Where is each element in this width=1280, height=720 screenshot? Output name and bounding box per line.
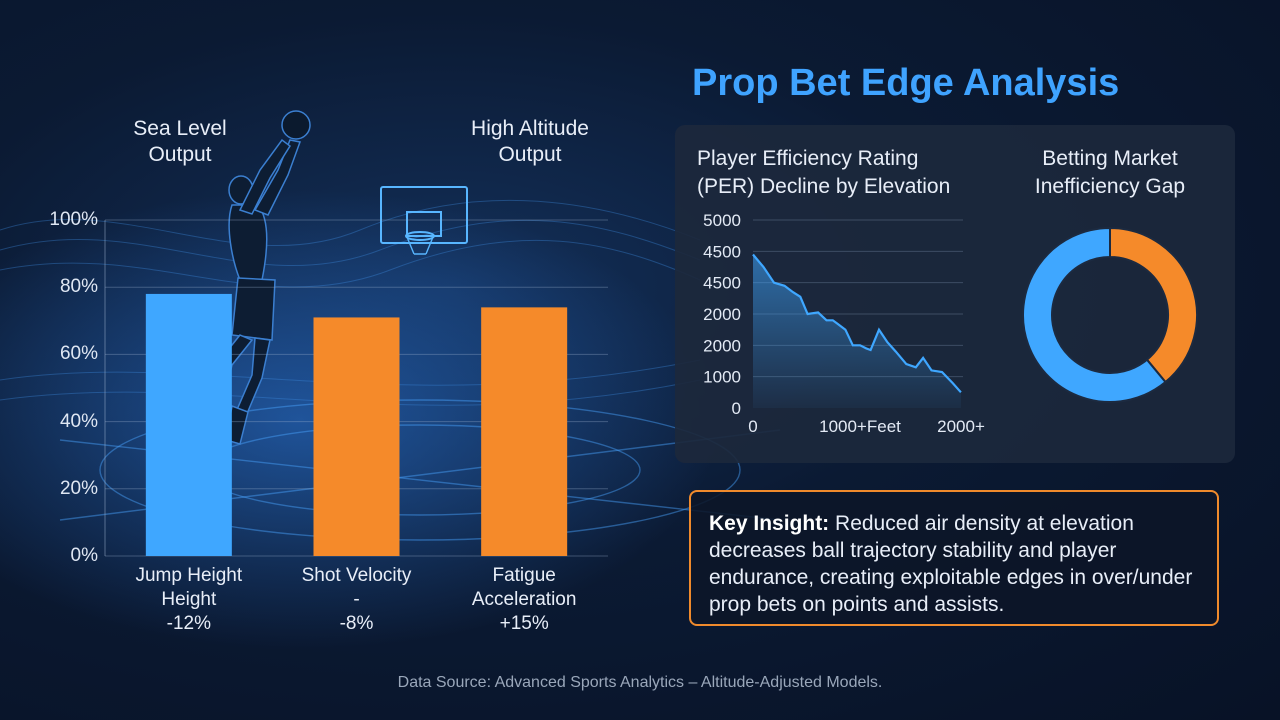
bar-y-tick-label: 60% <box>59 343 98 365</box>
line-chart-title-line-1: Player Efficiency Rating <box>697 147 919 170</box>
bar-y-tick-label: 20% <box>59 477 98 499</box>
bar <box>313 317 400 556</box>
bar-chart <box>104 219 608 557</box>
bar <box>145 293 232 556</box>
bar-category-label-line: Fatigue <box>492 565 556 586</box>
line-chart-title-line-2: (PER) Decline by Elevation <box>697 175 951 198</box>
line-y-tick-label: 2000 <box>703 336 741 355</box>
bar-y-tick-label: 0% <box>70 545 98 566</box>
bar-category-label: Shot Velocity - -8% <box>272 564 442 636</box>
bar-category-label-line: Acceleration <box>471 589 577 610</box>
key-insight-box: Key Insight: Reduced air density at elev… <box>689 490 1219 626</box>
line-y-tick-label: 1000 <box>703 368 741 387</box>
hoop-icon <box>380 186 468 255</box>
bar-category-label-line: Jump Height <box>135 565 243 586</box>
header-high-altitude: High Altitude Output <box>471 117 589 166</box>
line-y-tick-label: 4500 <box>703 242 741 261</box>
line-x-tick-label: 1000+Feet <box>819 417 901 436</box>
bar-y-tick-label: 80% <box>59 276 98 298</box>
data-source: Data Source: Advanced Sports Analytics –… <box>397 674 883 691</box>
bar-category-label-line: -8% <box>339 613 374 634</box>
line-y-tick-label: 0 <box>732 399 741 418</box>
page-title: Prop Bet Edge Analysis <box>692 62 1120 104</box>
line-chart: 0 1000 2000 2000 4500 4500 5000 0 1000+Feet 2000+ <box>703 211 985 436</box>
bar-category-label-line: - <box>353 589 360 610</box>
header-sea-level: Sea Level Output <box>133 117 227 166</box>
bar-y-tick-label: 100% <box>49 209 98 230</box>
bar-category-label-line: -12% <box>166 613 211 634</box>
key-insight-text: Reduced air density at elevation decreas… <box>709 512 1193 616</box>
bar-category-label-line: +15% <box>499 613 549 634</box>
line-y-tick-label: 4500 <box>703 274 741 293</box>
bar-y-tick-label: 40% <box>59 410 98 432</box>
line-chart-title: Player Efficiency Rating (PER) Decline b… <box>697 145 987 201</box>
bar-category-label: Fatigue Acceleration +15% <box>439 564 609 636</box>
donut-chart-title-line-1: Betting Market <box>1042 147 1178 170</box>
bar-category-label: Jump Height Height -12% <box>104 564 274 636</box>
donut-slice <box>1022 226 1167 403</box>
key-insight-label: Key Insight: <box>709 512 830 535</box>
donut-chart-title: Betting Market Inefficiency Gap <box>1005 145 1215 201</box>
analysis-panel: Player Efficiency Rating (PER) Decline b… <box>675 125 1235 463</box>
donut-chart-title-line-2: Inefficiency Gap <box>1034 175 1186 198</box>
line-area-fill <box>753 254 961 408</box>
line-y-tick-label: 2000 <box>703 305 741 324</box>
line-series <box>752 253 962 394</box>
donut-slice <box>1109 226 1198 384</box>
line-x-tick-label: 0 <box>748 417 757 436</box>
bar-category-label-line: Shot Velocity <box>301 565 412 586</box>
bar-category-label-line: Height <box>161 589 217 610</box>
bar <box>481 307 568 556</box>
donut-chart <box>1022 226 1198 403</box>
line-y-tick-label: 5000 <box>703 211 741 230</box>
line-x-tick-label: 2000+ <box>937 417 985 436</box>
